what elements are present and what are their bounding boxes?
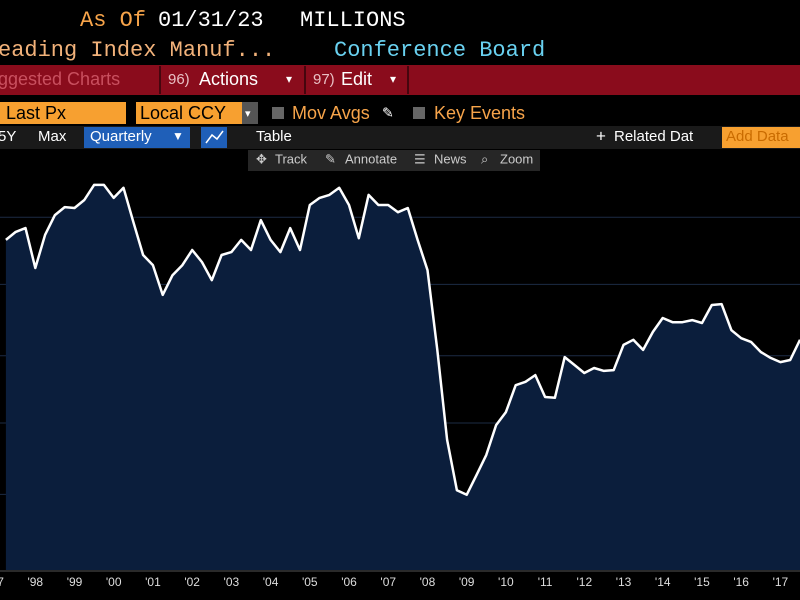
plot-area (0, 183, 800, 570)
x-tick-label: '09 (459, 575, 475, 589)
track-icon: ✥ (256, 151, 267, 166)
key-events[interactable]: Key Events (434, 103, 525, 123)
suggested-charts[interactable]: ggested Charts (0, 69, 120, 89)
checkbox[interactable] (413, 107, 425, 119)
x-tick-label: '03 (224, 575, 240, 589)
dropdown-arrow: ▼ (172, 129, 184, 143)
zoom-icon: ⌕ (481, 151, 488, 166)
as-of-label: As Of (80, 8, 146, 33)
frequency-box[interactable] (84, 127, 190, 148)
x-tick-label: '13 (616, 575, 632, 589)
x-tick-label: '16 (733, 575, 749, 589)
pencil-icon[interactable]: ✎ (382, 105, 394, 121)
dropdown-arrow: ▾ (390, 72, 396, 86)
news[interactable]: News (434, 151, 467, 166)
checkbox[interactable] (272, 107, 284, 119)
x-tick-label: '11 (538, 575, 553, 589)
x-tick-label: '08 (420, 575, 436, 589)
units: MILLIONS (300, 8, 406, 33)
x-tick-label: '06 (341, 575, 357, 589)
field: Last Px (6, 103, 66, 123)
actions-menu[interactable]: Actions (199, 69, 258, 89)
area-fill (5, 184, 800, 570)
dropdown-button[interactable] (242, 102, 258, 124)
zoom[interactable]: Zoom (500, 151, 533, 166)
as-of-date[interactable]: 01/31/23 (158, 8, 264, 33)
security: eading Index Manuf... (0, 38, 275, 63)
x-tick-label: '15 (694, 575, 710, 589)
add-data-box[interactable] (722, 127, 800, 148)
mov-avgs[interactable]: Mov Avgs (292, 103, 370, 123)
menu-bar (0, 65, 800, 95)
x-tick-label: '07 (380, 575, 396, 589)
x-tick-label: '04 (263, 575, 279, 589)
x-tick-label: '12 (576, 575, 592, 589)
actions-number: 96) (168, 71, 190, 88)
edit-menu[interactable]: Edit (341, 69, 372, 89)
annotate[interactable]: Annotate (345, 151, 397, 166)
x-axis-strip (0, 570, 800, 600)
dropdown-arrow: ▾ (286, 72, 292, 86)
currency-box[interactable] (136, 102, 242, 124)
annotate-icon: ✎ (325, 151, 336, 166)
x-tick-label: '05 (302, 575, 318, 589)
track[interactable]: Track (275, 151, 308, 166)
period-5y[interactable]: 5Y (0, 128, 16, 145)
table-button[interactable]: Table (256, 128, 292, 145)
x-tick-label: '01 (145, 575, 161, 589)
source: Conference Board (334, 38, 545, 63)
field-box[interactable] (0, 102, 126, 124)
edit-number: 97) (313, 71, 335, 88)
period-bar (0, 126, 800, 149)
frequency: Quarterly (90, 128, 152, 145)
period-max[interactable]: Max (38, 128, 67, 145)
toolbar (248, 150, 540, 171)
x-tick-label: '10 (498, 575, 514, 589)
x-tick-label: '98 (27, 575, 43, 589)
x-axis: '97 '98 '99 '00 '01 '02 '03 '04 '05 '06 '07 '08 '09 '… (0, 575, 789, 589)
news-icon: ☰ (414, 151, 426, 166)
plus-icon: + (596, 126, 606, 145)
add-data: Add Data (726, 128, 789, 145)
x-tick-label: '97 (0, 575, 4, 589)
x-tick-label: '00 (106, 575, 122, 589)
x-tick-label: '14 (655, 575, 671, 589)
related-data[interactable]: Related Dat (614, 128, 694, 145)
line (5, 183, 800, 497)
x-tick-label: '02 (184, 575, 200, 589)
x-tick-label: '99 (67, 575, 83, 589)
dropdown-arrow: ▾ (245, 108, 251, 120)
x-tick-label: '17 (773, 575, 789, 589)
currency: Local CCY (140, 103, 226, 123)
chart-icon-glyph (205, 130, 224, 144)
